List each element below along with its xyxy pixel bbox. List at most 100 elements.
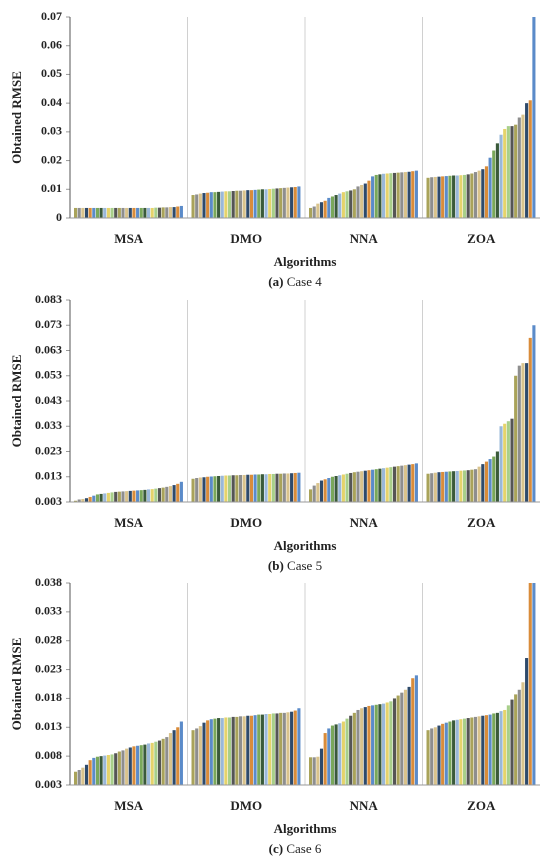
x-category-label: MSA xyxy=(114,515,144,530)
bar xyxy=(99,493,103,502)
bar xyxy=(136,490,140,502)
x-category-label: NNA xyxy=(350,798,379,813)
bar xyxy=(264,189,268,218)
x-category-label: NNA xyxy=(350,231,379,246)
bar xyxy=(147,207,151,218)
y-tick-label: 0 xyxy=(56,210,62,224)
bar xyxy=(128,490,132,502)
bar xyxy=(231,191,235,218)
bar xyxy=(437,176,441,218)
y-tick-label: 0.003 xyxy=(35,494,62,508)
bar xyxy=(389,173,393,218)
y-tick-label: 0.013 xyxy=(35,469,62,483)
bar xyxy=(157,488,162,502)
bar xyxy=(179,205,183,218)
bar xyxy=(268,188,272,218)
bar xyxy=(521,114,525,218)
bar xyxy=(117,491,121,502)
bar xyxy=(514,375,518,502)
bar xyxy=(282,712,286,785)
bar xyxy=(264,474,268,502)
bar xyxy=(510,418,514,502)
bar xyxy=(452,471,456,502)
bar xyxy=(341,721,345,785)
bar xyxy=(224,717,228,785)
bar xyxy=(371,469,375,502)
y-axis-title: Obtained RMSE xyxy=(9,638,24,731)
bar xyxy=(132,746,136,785)
bar xyxy=(290,187,294,218)
bar xyxy=(176,727,180,785)
bar xyxy=(213,718,217,785)
bar xyxy=(525,363,529,502)
bar xyxy=(139,490,143,502)
bar xyxy=(385,467,389,502)
bar xyxy=(441,723,445,785)
bar xyxy=(154,207,158,218)
bar xyxy=(268,714,272,785)
bar xyxy=(481,169,485,218)
bar xyxy=(293,472,297,502)
bar xyxy=(463,470,467,502)
bar xyxy=(441,176,445,218)
bar xyxy=(334,195,338,218)
bar xyxy=(426,177,430,218)
bar xyxy=(172,485,176,502)
bar xyxy=(477,466,481,502)
bar xyxy=(437,725,441,785)
bar xyxy=(319,748,324,785)
bar xyxy=(110,754,114,785)
bar xyxy=(385,173,389,218)
bar xyxy=(114,753,118,785)
bar xyxy=(242,716,246,785)
bar xyxy=(74,500,78,502)
bar xyxy=(396,172,400,218)
bar xyxy=(106,207,110,218)
bar xyxy=(81,767,85,785)
bar xyxy=(495,712,499,785)
bar xyxy=(411,171,415,218)
panel: 0.003 0.008 0.013 0.018 0.023 0.028 0.033 0.038… xyxy=(9,575,540,856)
bar xyxy=(319,202,324,218)
bar xyxy=(528,100,532,218)
x-category-label: ZOA xyxy=(467,798,496,813)
bar xyxy=(481,464,485,502)
bar xyxy=(481,715,485,785)
bar xyxy=(312,206,316,218)
bar xyxy=(488,157,492,218)
bar xyxy=(327,478,331,502)
bar xyxy=(92,207,96,218)
bar xyxy=(396,695,400,785)
x-axis-title: Algorithms xyxy=(274,254,337,269)
bar xyxy=(114,207,118,218)
bar xyxy=(382,173,386,218)
bar xyxy=(323,200,327,218)
bar xyxy=(84,764,89,785)
bar xyxy=(455,175,459,218)
bar xyxy=(389,467,393,502)
bar xyxy=(293,710,297,785)
bar xyxy=(106,492,110,502)
bar xyxy=(499,711,503,785)
bar xyxy=(400,465,404,502)
bar xyxy=(426,473,430,502)
bar xyxy=(249,715,254,785)
bar xyxy=(371,176,375,218)
bar xyxy=(235,190,239,218)
bar xyxy=(282,187,286,218)
bar xyxy=(452,175,456,218)
bar xyxy=(345,718,349,785)
bar xyxy=(121,207,125,218)
bar xyxy=(341,474,345,502)
bar xyxy=(231,475,235,502)
bar xyxy=(282,473,286,502)
bar xyxy=(392,698,397,785)
y-tick-label: 0.043 xyxy=(35,393,62,407)
bar xyxy=(455,470,459,502)
bar xyxy=(430,177,434,218)
panel: 0 0.01 0.02 0.03 0.04 0.05 0.06 0.07 MSA DMO NNA ZO… xyxy=(9,9,540,289)
bar xyxy=(414,675,418,785)
bar xyxy=(139,745,143,785)
bar xyxy=(110,492,114,502)
bar xyxy=(488,714,492,785)
